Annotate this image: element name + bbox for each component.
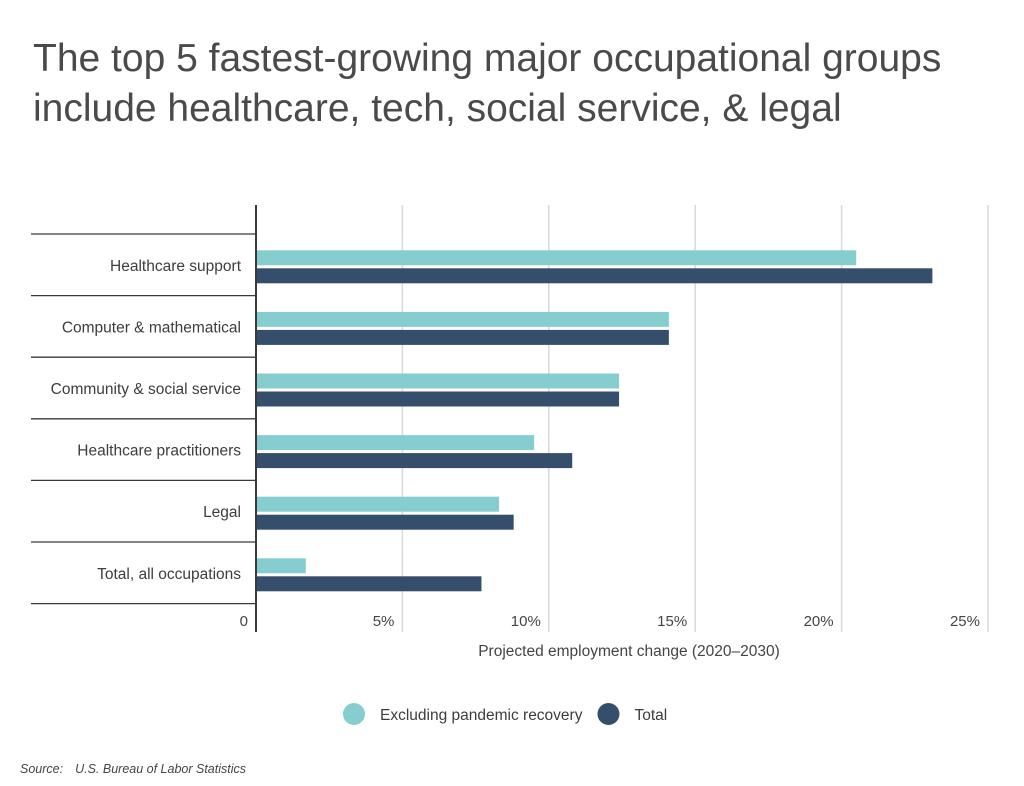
bar-excluding-pandemic-recovery — [256, 373, 620, 389]
legend-swatch — [343, 703, 365, 725]
title-line-1: The top 5 fastest-growing major occupati… — [33, 37, 942, 80]
category-separators — [31, 233, 256, 605]
category-label: Legal — [203, 504, 241, 521]
bar-excluding-pandemic-recovery — [256, 558, 306, 574]
category-label: Total, all occupations — [97, 566, 241, 583]
legend: Excluding pandemic recovery Total — [343, 703, 667, 725]
legend-label: Excluding pandemic recovery — [380, 707, 583, 724]
bar-excluding-pandemic-recovery — [256, 435, 535, 451]
bar-excluding-pandemic-recovery — [256, 496, 500, 512]
source-note: Source: U.S. Bureau of Labor Statistics — [20, 762, 246, 776]
category-labels: Healthcare support Computer & mathematica… — [51, 258, 242, 583]
bar-excluding-pandemic-recovery — [256, 250, 857, 266]
x-tick-label: 15% — [657, 613, 687, 630]
category-label: Community & social service — [51, 381, 241, 398]
bar-total — [256, 514, 514, 530]
legend-swatch — [597, 703, 620, 725]
bars — [256, 250, 933, 592]
bar-total — [256, 329, 669, 345]
source-label: Source: — [20, 762, 64, 776]
bar-total — [256, 576, 482, 592]
bar-total — [256, 268, 933, 284]
x-tick-label: 10% — [511, 613, 541, 630]
x-tick-label: 0 — [240, 613, 248, 630]
x-tick-label: 25% — [950, 613, 980, 630]
title-line-2: include healthcare, tech, social service… — [33, 87, 842, 130]
bar-excluding-pandemic-recovery — [256, 311, 669, 327]
bar-total — [256, 391, 620, 407]
category-label: Healthcare practitioners — [77, 443, 241, 460]
bar-total — [256, 453, 573, 469]
x-tick-label: 5% — [373, 613, 395, 630]
source-text: U.S. Bureau of Labor Statistics — [75, 762, 247, 776]
bar-chart: Healthcare support Computer & mathematica… — [31, 205, 989, 725]
category-label: Healthcare support — [110, 258, 242, 275]
x-axis-ticks: 0 5% 10% 15% 20% 25% — [240, 613, 980, 630]
x-tick-label: 20% — [804, 613, 834, 630]
legend-label: Total — [634, 707, 667, 724]
x-axis-title: Projected employment change (2020–2030) — [478, 643, 780, 660]
chart-title: The top 5 fastest-growing major occupati… — [33, 34, 1013, 134]
category-label: Computer & mathematical — [62, 319, 241, 336]
